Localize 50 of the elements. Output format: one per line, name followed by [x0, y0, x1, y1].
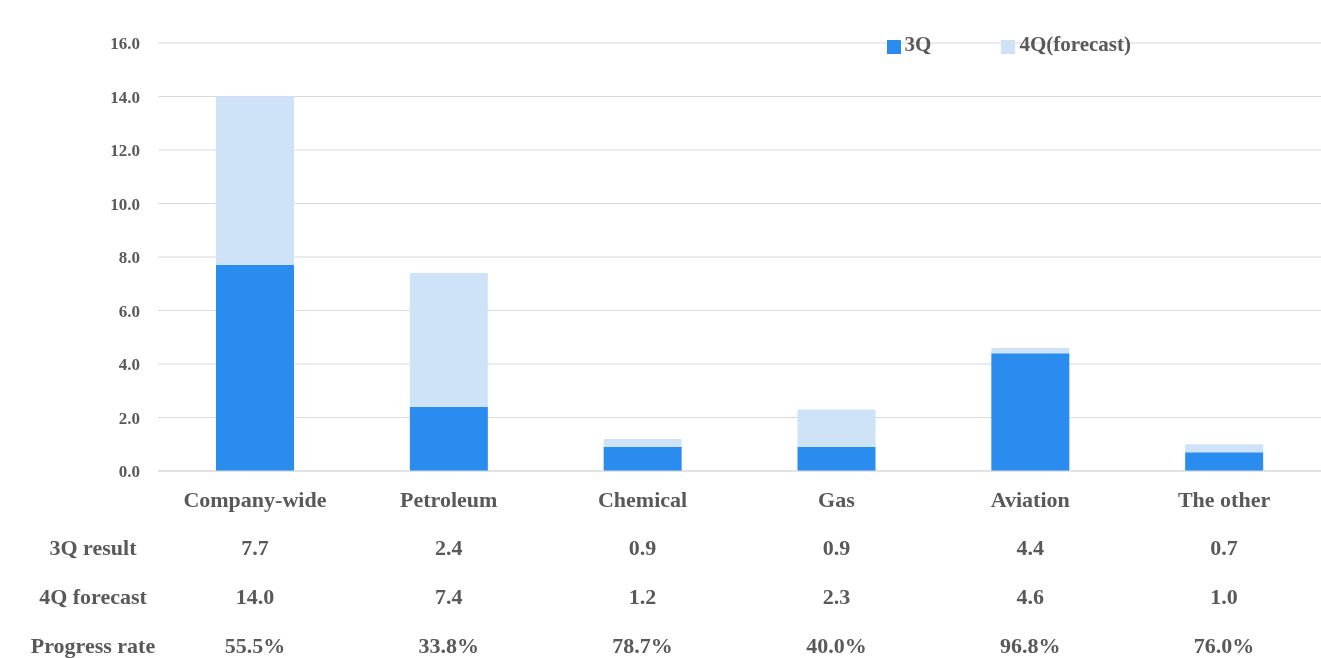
text: 3Q result — [49, 535, 137, 561]
bar — [797, 409, 876, 447]
x-tick-label: Company-wide — [183, 486, 327, 512]
y-tick-label: 6.0 — [118, 301, 140, 321]
text: 0.9 — [822, 535, 851, 561]
text: 55.5% — [224, 633, 286, 658]
text: 7.7 — [241, 535, 269, 561]
bar — [409, 406, 488, 471]
x-tick-label: The other — [1177, 486, 1271, 512]
legend-label: 4Q(forecast) — [1019, 32, 1131, 56]
y-tick-label: 10.0 — [110, 194, 140, 214]
text: 76.0% — [1193, 633, 1255, 658]
bar — [409, 273, 488, 407]
text: 1.0 — [1210, 584, 1238, 610]
bar — [603, 438, 682, 447]
bar — [1185, 444, 1264, 453]
legend-label: 3Q — [904, 32, 932, 56]
y-tick-label: 16.0 — [110, 34, 140, 54]
bar — [991, 353, 1070, 471]
text: 96.8% — [1000, 633, 1061, 658]
y-tick-label: 12.0 — [110, 141, 140, 161]
bar — [216, 96, 294, 266]
text: 2.3 — [822, 584, 851, 610]
text: Progress rate — [30, 633, 156, 658]
x-tick-label: Chemical — [597, 486, 688, 512]
bar — [603, 446, 682, 471]
y-tick-label: 0.0 — [118, 462, 140, 482]
text: 2.4 — [435, 535, 463, 561]
x-tick-label: Petroleum — [400, 486, 498, 512]
x-tick-label: Aviation — [990, 486, 1070, 512]
text: 1.2 — [628, 584, 657, 610]
text: 4.6 — [1016, 584, 1044, 610]
text: 14.0 — [235, 584, 275, 610]
text: 7.4 — [435, 584, 463, 610]
bar — [991, 347, 1070, 354]
y-tick-label: 4.0 — [118, 355, 140, 375]
y-tick-label: 2.0 — [118, 408, 140, 428]
y-tick-label: 8.0 — [118, 248, 140, 268]
text: 4Q forecast — [39, 584, 147, 610]
y-tick-label: 14.0 — [110, 87, 140, 107]
x-tick-label: Gas — [818, 486, 856, 512]
text: 78.7% — [612, 633, 673, 658]
text: 40.0% — [806, 633, 867, 658]
bar — [1185, 452, 1264, 471]
text: 4.4 — [1016, 535, 1044, 561]
bar — [797, 446, 876, 471]
bar — [216, 265, 294, 471]
text: 0.9 — [628, 535, 657, 561]
text: 33.8% — [418, 633, 479, 658]
text: 0.7 — [1210, 535, 1238, 561]
